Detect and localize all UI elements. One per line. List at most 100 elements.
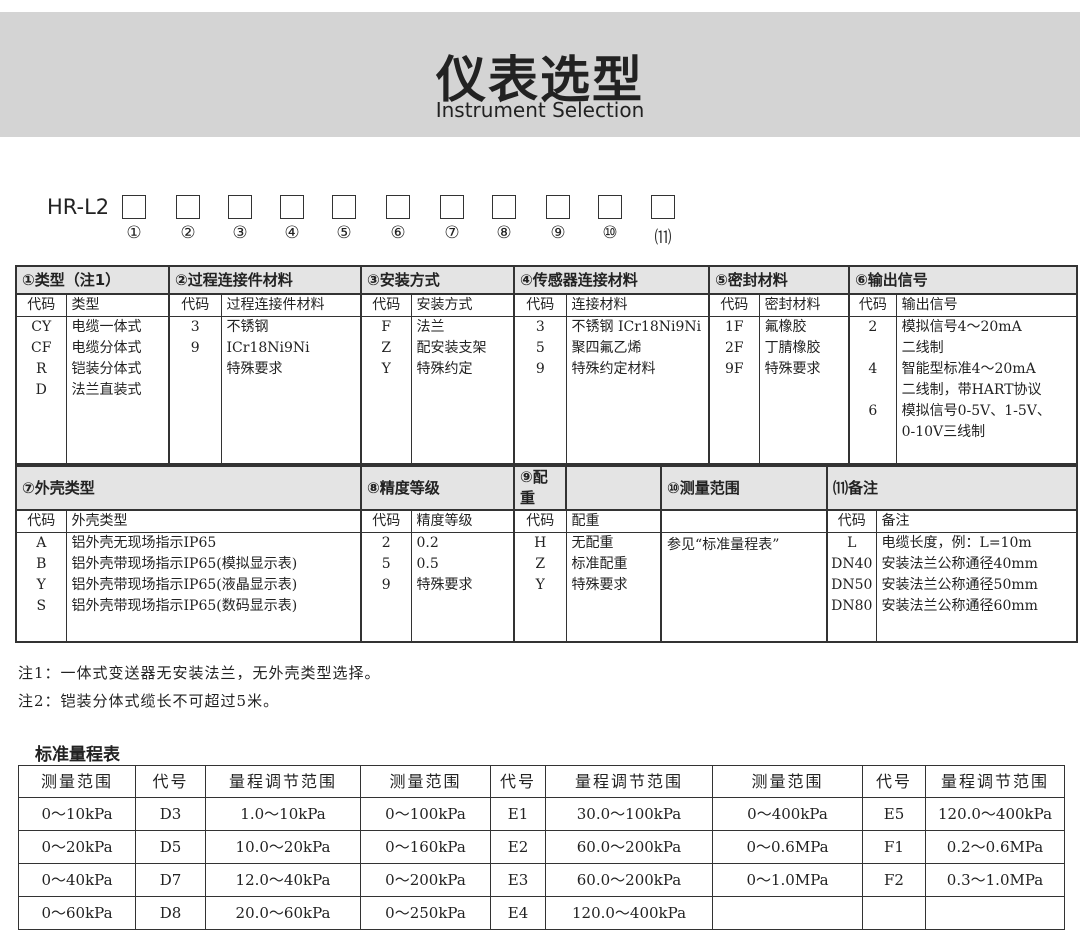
table-cell: 0～250kPa [360,896,491,930]
model-slot-box [546,195,570,219]
code-header: 代码 [361,294,412,317]
table-cell: E4 [490,896,546,930]
table-cell: D8 [135,896,206,930]
code-header: 代码 [849,294,897,317]
position-number: ⑩ [602,223,618,243]
table-cell: 20.0～60kPa [205,896,361,930]
codes: 2 5 9 [361,532,412,642]
table-cell: 0～200kPa [360,863,491,897]
names: 不锈钢 ICr18Ni9Ni 聚四氟乙烯 特殊约定材料 [566,316,711,464]
table-cell: 10.0～20kPa [205,830,361,864]
codes: 3 5 9 [514,316,567,464]
names: 0.2 0.5 特殊要求 [411,532,516,642]
position-number: ⑧ [496,223,512,243]
column-header: 测量范围 [712,765,863,798]
code-header: 代码 [514,294,567,317]
codes: F Z Y [361,316,412,464]
column-header: 测量范围 [360,765,491,798]
table-cell: 0～160kPa [360,830,491,864]
codes: CY CF R D [16,316,67,464]
table-cell: F1 [862,830,926,864]
name-header: 备注 [876,510,1077,533]
model-slot-box [598,195,622,219]
name-header: 输出信号 [896,294,1077,317]
table-cell: 12.0～40kPa [205,863,361,897]
group-1-title: ①类型（注1） [16,266,171,295]
position-number: ⑤ [336,223,352,243]
table-cell: 60.0～200kPa [545,863,713,897]
table-cell: 0～40kPa [18,863,136,897]
table-cell: D7 [135,863,206,897]
position-number: ⑦ [444,223,460,243]
group-4-title: ④传感器连接材料 [514,266,711,295]
names: 法兰 配安装支架 特殊约定 [411,316,516,464]
names: 电缆长度，例：L=10m 安装法兰公称通径40mm 安装法兰公称通径50mm 安… [881,535,1038,614]
code-header: 代码 [827,510,877,533]
table-cell: 120.0～400kPa [925,797,1065,831]
names: 铝外壳无现场指示IP65 铝外壳带现场指示IP65(模拟显示表) 铝外壳带现场指… [66,532,363,642]
table-cell: 1.0～10kPa [205,797,361,831]
codes: A B Y S [16,532,67,642]
position-number: ⑨ [550,223,566,243]
table-cell: 120.0～400kPa [545,896,713,930]
model-slot-box [122,195,146,219]
model-slot-box [332,195,356,219]
note-1: 注1：一体式变送器无安装法兰，无外壳类型选择。 [18,664,381,682]
range-reference: 参见“标准量程表” [660,532,829,642]
codes: 3 9 [169,316,222,464]
table-cell: 0.2～0.6MPa [925,830,1065,864]
code-header: 代码 [514,510,567,533]
group-9-title: ⑨配重 [514,466,568,511]
table-cell: 30.0～100kPa [545,797,713,831]
name-header: 密封材料 [759,294,851,317]
name-header: 精度等级 [411,510,516,533]
code-header: 代码 [16,510,67,533]
table-row: 0～10kPa D3 1.0～10kPa 0～100kPa E1 30.0～100kPa 0… [18,797,1065,831]
table-cell: 0～60kPa [18,896,136,930]
page-title: 仪表选型 [436,51,644,109]
column-header: 量程调节范围 [205,765,361,798]
model-slot-box [651,195,675,219]
table-cell: 0～100kPa [360,797,491,831]
table-cell: 0～10kPa [18,797,136,831]
code-header: 代码 [709,294,760,317]
position-number: ① [126,223,142,243]
table-cell: 60.0～200kPa [545,830,713,864]
column-header: 量程调节范围 [925,765,1065,798]
names: 电缆一体式 电缆分体式 铠装分体式 法兰直装式 [66,316,171,464]
page-subtitle: Instrument Selection [435,98,645,122]
table-cell: 0～400kPa [712,797,863,831]
range-table-header: 测量范围 代号 量程调节范围 测量范围 代号 量程调节范围 测量范围 代号 量程调节范围 [18,765,1065,798]
group-2-title: ②过程连接件材料 [169,266,363,295]
table-row: 0～60kPa D8 20.0～60kPa 0～250kPa E4 120.0～400kP… [18,896,1065,930]
model-slot-box [280,195,304,219]
column-header: 量程调节范围 [545,765,713,798]
model-slot-box [386,195,410,219]
model-slot-box [176,195,200,219]
codes: H Z Y [514,532,567,642]
selection-table-2: ⑦外壳类型 ⑧精度等级 ⑨配重 ⑩测量范围 ⑾备注 代码 外壳类型 代码 精度等… [15,465,1078,643]
group-3-title: ③安装方式 [361,266,516,295]
model-slot-box [228,195,252,219]
position-number: ④ [284,223,300,243]
group-5-title: ⑤密封材料 [709,266,851,295]
table-cell [925,896,1065,930]
name-header: 配重 [566,510,663,533]
group-7-title: ⑦外壳类型 [16,466,363,511]
position-number: ⑾ [654,228,672,248]
names: 不锈钢 ICr18Ni9Ni 特殊要求 [221,316,363,464]
table-cell: D5 [135,830,206,864]
table-cell: 0.3～1.0MPa [925,863,1065,897]
range-table-title: 标准量程表 [35,745,120,765]
note-2: 注2：铠装分体式缆长不可超过5米。 [18,692,280,710]
table-cell [862,896,926,930]
model-prefix: HR-L2 [47,195,110,219]
table-row: 0～20kPa D5 10.0～20kPa 0～160kPa E2 60.0～200kPa… [18,830,1065,864]
names: 模拟信号4～20mA 二线制 智能型标准4～20mA 二线制，带HART协议 模… [901,319,1051,440]
position-number: ③ [232,223,248,243]
position-number: ② [180,223,196,243]
table-cell: F2 [862,863,926,897]
name-header: 安装方式 [411,294,516,317]
codes: L DN40 DN50 DN80 [827,532,877,642]
group-10-title: ⑩测量范围 [661,466,829,511]
